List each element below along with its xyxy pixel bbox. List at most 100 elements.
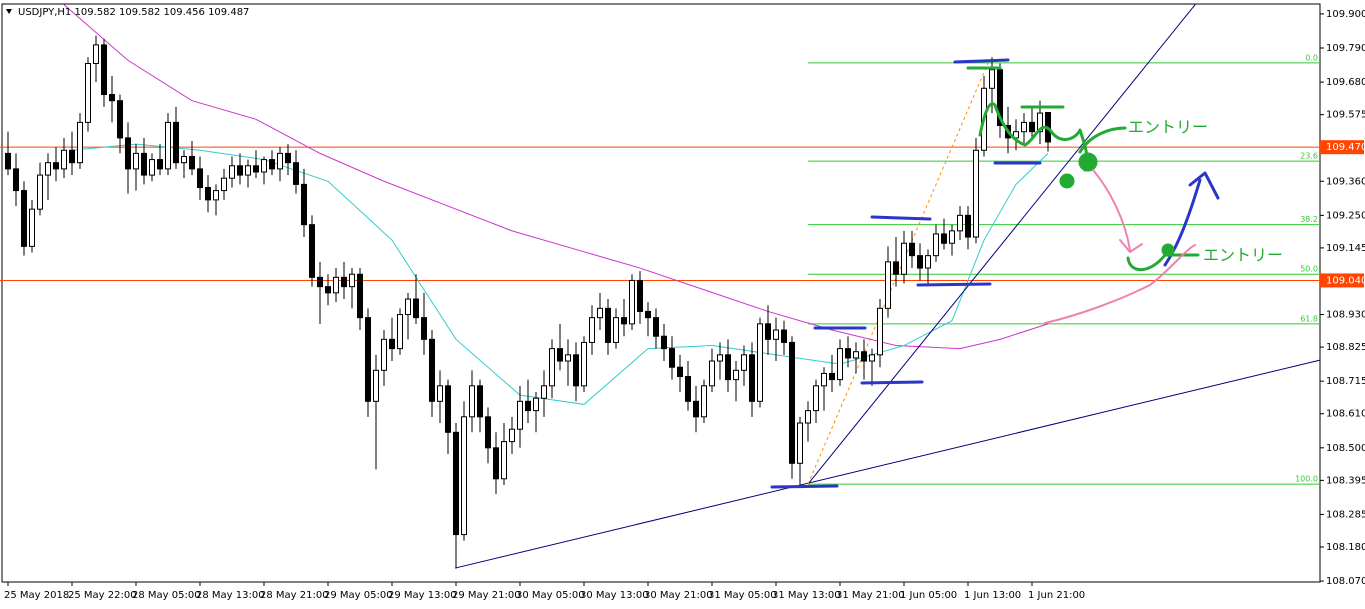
stroke — [870, 215, 932, 221]
candle-body — [693, 400, 699, 418]
candle-body — [997, 69, 1003, 126]
candle-body — [325, 286, 331, 294]
y-tick-label: 108.930 — [1326, 310, 1365, 321]
candle-body — [837, 348, 843, 381]
x-tick-label: 28 May 13:00 — [196, 590, 265, 601]
candle-body — [493, 447, 499, 480]
candle-body — [533, 397, 539, 412]
candle-body — [429, 338, 435, 402]
candle-body — [845, 348, 851, 359]
x-tick-label: 1 Jun 05:00 — [900, 590, 957, 601]
fib-label: 38.2 — [1300, 215, 1318, 224]
candle-body — [565, 354, 571, 362]
y-tick-label: 108.180 — [1326, 542, 1365, 553]
candle-body — [677, 366, 683, 378]
candle-body — [21, 190, 27, 247]
annotation: エントリー — [1203, 246, 1283, 265]
candle-body — [261, 159, 267, 173]
blue-marks — [770, 58, 1220, 489]
candle-body — [269, 159, 275, 170]
candle-body — [453, 431, 459, 536]
candle-body — [445, 385, 451, 433]
candle-body — [69, 149, 75, 164]
candle-body — [461, 416, 467, 536]
candle-body — [789, 341, 795, 464]
y-tick-label: 109.680 — [1326, 77, 1365, 88]
candle-body — [237, 165, 243, 176]
candle-body — [701, 385, 707, 418]
candle-body — [621, 317, 627, 325]
y-tick-label: 108.395 — [1326, 475, 1365, 486]
candle-body — [1013, 131, 1019, 139]
candle-body — [749, 354, 755, 402]
menu-icon — [6, 9, 12, 14]
candle-body — [589, 317, 595, 343]
arrow — [1092, 169, 1131, 251]
candle-body — [941, 233, 947, 244]
candle-body — [149, 159, 155, 176]
candle-body — [349, 273, 355, 288]
candle-body — [421, 317, 427, 340]
price-tag-label: 109.040 — [1326, 275, 1365, 286]
candle-body — [1029, 121, 1035, 133]
arrow-head — [1188, 171, 1220, 200]
x-tick-label: 30 May 13:00 — [580, 590, 649, 601]
candle-body — [781, 329, 787, 343]
y-tick-label: 109.145 — [1326, 243, 1365, 254]
candle-body — [101, 44, 107, 95]
candle-body — [165, 121, 171, 170]
moving-average — [71, 143, 1049, 405]
candle-body — [597, 307, 603, 319]
candle-body — [61, 149, 67, 170]
candle-body — [741, 354, 747, 371]
candle-body — [13, 168, 19, 192]
candle-body — [517, 400, 523, 430]
candle-body — [957, 214, 963, 232]
stroke — [770, 484, 839, 489]
stroke — [1044, 244, 1196, 324]
stroke — [916, 282, 992, 287]
x-tick-label: 30 May 21:00 — [644, 590, 713, 601]
candle-body — [157, 159, 163, 170]
candle-body — [829, 372, 835, 381]
stroke — [978, 102, 1089, 172]
candle-body — [653, 317, 659, 337]
y-tick-label: 109.250 — [1326, 210, 1365, 221]
candle-body — [229, 165, 235, 179]
candle-body — [501, 441, 507, 480]
candle-body — [245, 165, 251, 176]
candle-body — [645, 310, 651, 319]
candle-body — [437, 385, 443, 402]
candle-body — [733, 369, 739, 381]
candle-body — [477, 385, 483, 418]
y-tick-label: 108.070 — [1326, 576, 1365, 587]
candle-body — [877, 307, 883, 356]
stroke — [860, 380, 924, 385]
candle-body — [765, 323, 771, 340]
candle-body — [925, 255, 931, 269]
candle-body — [989, 69, 995, 89]
fib-label: 100.0 — [1295, 475, 1318, 484]
candle-body — [709, 360, 715, 387]
candle-body — [277, 152, 283, 170]
candle-body — [213, 190, 219, 201]
candle-body — [1021, 121, 1027, 133]
y-tick-label: 108.715 — [1326, 376, 1365, 387]
x-tick-label: 29 May 05:00 — [324, 590, 393, 601]
candle-body — [909, 242, 915, 257]
candle-body — [285, 152, 291, 164]
candle-body — [893, 261, 899, 275]
candle-body — [373, 369, 379, 402]
candle-body — [85, 63, 91, 123]
candle-body — [357, 273, 363, 319]
candle-body — [37, 174, 43, 210]
x-tick-label: 31 May 05:00 — [708, 590, 777, 601]
candle-body — [141, 152, 147, 176]
candle-body — [205, 186, 211, 201]
candle-body — [965, 214, 971, 238]
trend-line — [455, 359, 1321, 569]
candle-body — [77, 121, 83, 164]
candle-body — [173, 121, 179, 164]
candle-body — [469, 385, 475, 418]
candle-body — [125, 137, 131, 170]
